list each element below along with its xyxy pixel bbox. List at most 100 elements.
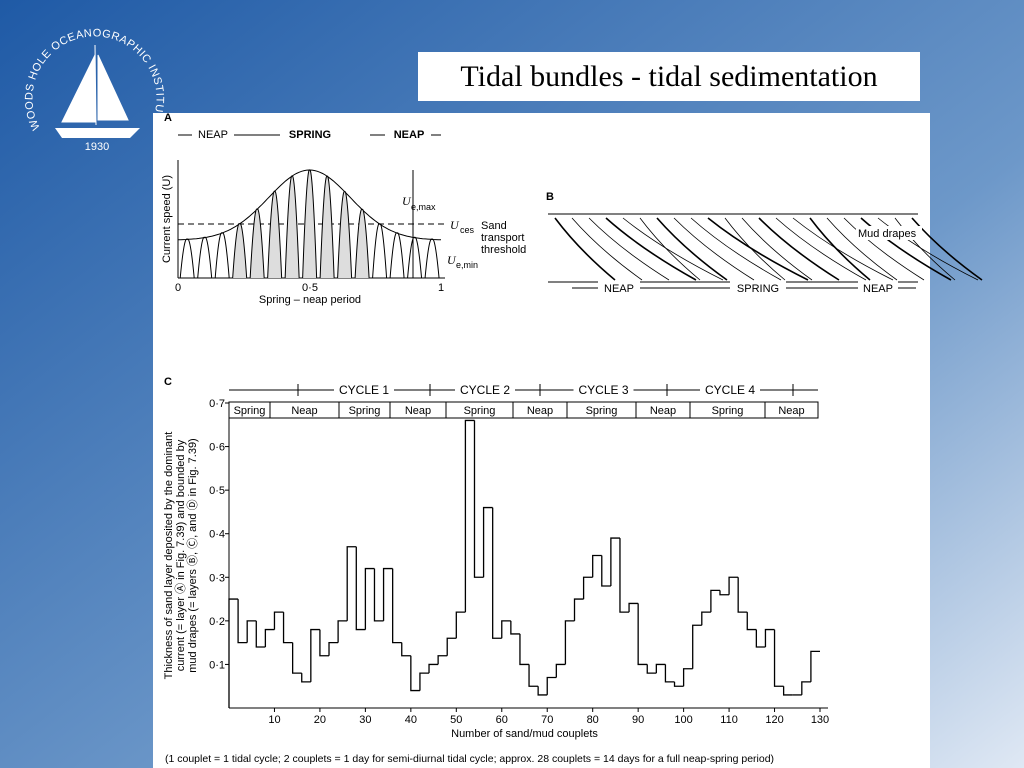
step — [601, 555, 611, 587]
phase-bg — [858, 281, 898, 295]
x-tick-label: 90 — [632, 714, 644, 726]
x-tick-label: 40 — [405, 714, 417, 726]
step — [537, 686, 548, 696]
phase-label: Spring — [234, 405, 266, 417]
step — [237, 599, 248, 644]
step — [337, 620, 348, 643]
foreset — [741, 217, 813, 281]
phase-label: Neap — [778, 405, 804, 417]
phase-label: Spring — [349, 405, 381, 417]
step — [764, 628, 775, 647]
phase-label: Neap — [405, 405, 431, 417]
phase-label: NEAP — [604, 283, 634, 295]
step — [273, 611, 284, 630]
step — [573, 598, 584, 621]
current-pulse — [424, 238, 440, 279]
cycle-label: CYCLE 2 — [460, 383, 510, 397]
step — [301, 673, 311, 683]
cycle-bg — [700, 383, 760, 397]
phase-label: NEAP — [394, 129, 425, 141]
phase-bg — [598, 281, 640, 295]
current-pulse — [284, 175, 300, 279]
foreset — [843, 217, 925, 281]
panel-label: A — [164, 112, 172, 124]
phase-label: Spring — [464, 405, 496, 417]
y-tick-label: 0·4 — [209, 529, 225, 541]
label: ces — [460, 225, 475, 235]
label: U — [450, 218, 460, 232]
step — [737, 577, 748, 613]
step — [455, 611, 466, 639]
step — [501, 620, 511, 639]
step — [228, 598, 239, 708]
foreset — [656, 217, 728, 281]
label: U — [402, 194, 412, 208]
step — [610, 537, 620, 586]
foreset — [639, 217, 701, 281]
foreset — [826, 217, 898, 281]
x-tick-label: 100 — [674, 714, 692, 726]
label: transport — [481, 232, 524, 244]
foreset — [860, 217, 952, 281]
step — [291, 642, 302, 674]
foreset — [622, 217, 724, 281]
foreset — [809, 217, 871, 281]
step — [382, 567, 393, 621]
tick-label: 0 — [175, 282, 181, 294]
step — [592, 554, 602, 578]
step — [728, 576, 739, 595]
label: e,min — [456, 260, 478, 270]
phase-label: NEAP — [863, 283, 893, 295]
step — [364, 567, 375, 630]
step — [282, 612, 293, 644]
step — [655, 663, 666, 674]
panel-label: C — [164, 376, 172, 388]
phase-bg — [192, 127, 234, 141]
step — [801, 681, 811, 695]
cycle-label: CYCLE 4 — [705, 383, 755, 397]
cycle-label: CYCLE 3 — [578, 383, 628, 397]
x-tick-label: 110 — [720, 714, 738, 726]
step — [319, 629, 330, 657]
label: Sand — [481, 220, 507, 232]
cycle-bg — [334, 383, 394, 397]
step — [464, 419, 475, 613]
current-pulse — [337, 191, 353, 279]
panel-a-drawing — [177, 169, 442, 279]
slide-title: Tidal bundles - tidal sedimentation — [460, 60, 877, 93]
phase-label: Neap — [291, 405, 317, 417]
step — [255, 620, 266, 648]
current-pulse — [267, 190, 283, 279]
phase-bg — [385, 127, 431, 141]
annotation: Mud drapes — [858, 228, 917, 240]
cycle-bg — [455, 383, 515, 397]
foreset — [911, 217, 983, 281]
logo-hull — [55, 128, 140, 138]
current-pulse — [354, 208, 370, 279]
step — [446, 637, 457, 656]
x-tick-label: 130 — [811, 714, 829, 726]
cycle-label: CYCLE 1 — [339, 383, 389, 397]
x-tick-label: 120 — [765, 714, 783, 726]
step — [710, 589, 720, 613]
foreset — [571, 217, 643, 281]
current-pulse — [249, 208, 265, 279]
foreset — [673, 217, 755, 281]
x-tick-label: 80 — [587, 714, 599, 726]
logo-ship — [61, 44, 129, 126]
y-label: Thickness of sand layer deposited by the… — [163, 432, 175, 680]
x-label: Number of sand/mud couplets — [451, 728, 598, 740]
foreset — [775, 217, 867, 281]
step — [492, 507, 502, 639]
step — [264, 628, 275, 647]
y-tick-label: 0·7 — [209, 398, 225, 410]
foreset — [690, 217, 782, 281]
panel-b-drawing — [554, 217, 983, 281]
phase-label: SPRING — [289, 129, 331, 141]
step — [373, 568, 384, 622]
step — [482, 506, 493, 578]
x-label: Spring – neap period — [259, 294, 361, 306]
current-pulse — [389, 232, 405, 279]
y-tick-label: 0·5 — [209, 485, 225, 497]
x-tick-label: 60 — [496, 714, 508, 726]
